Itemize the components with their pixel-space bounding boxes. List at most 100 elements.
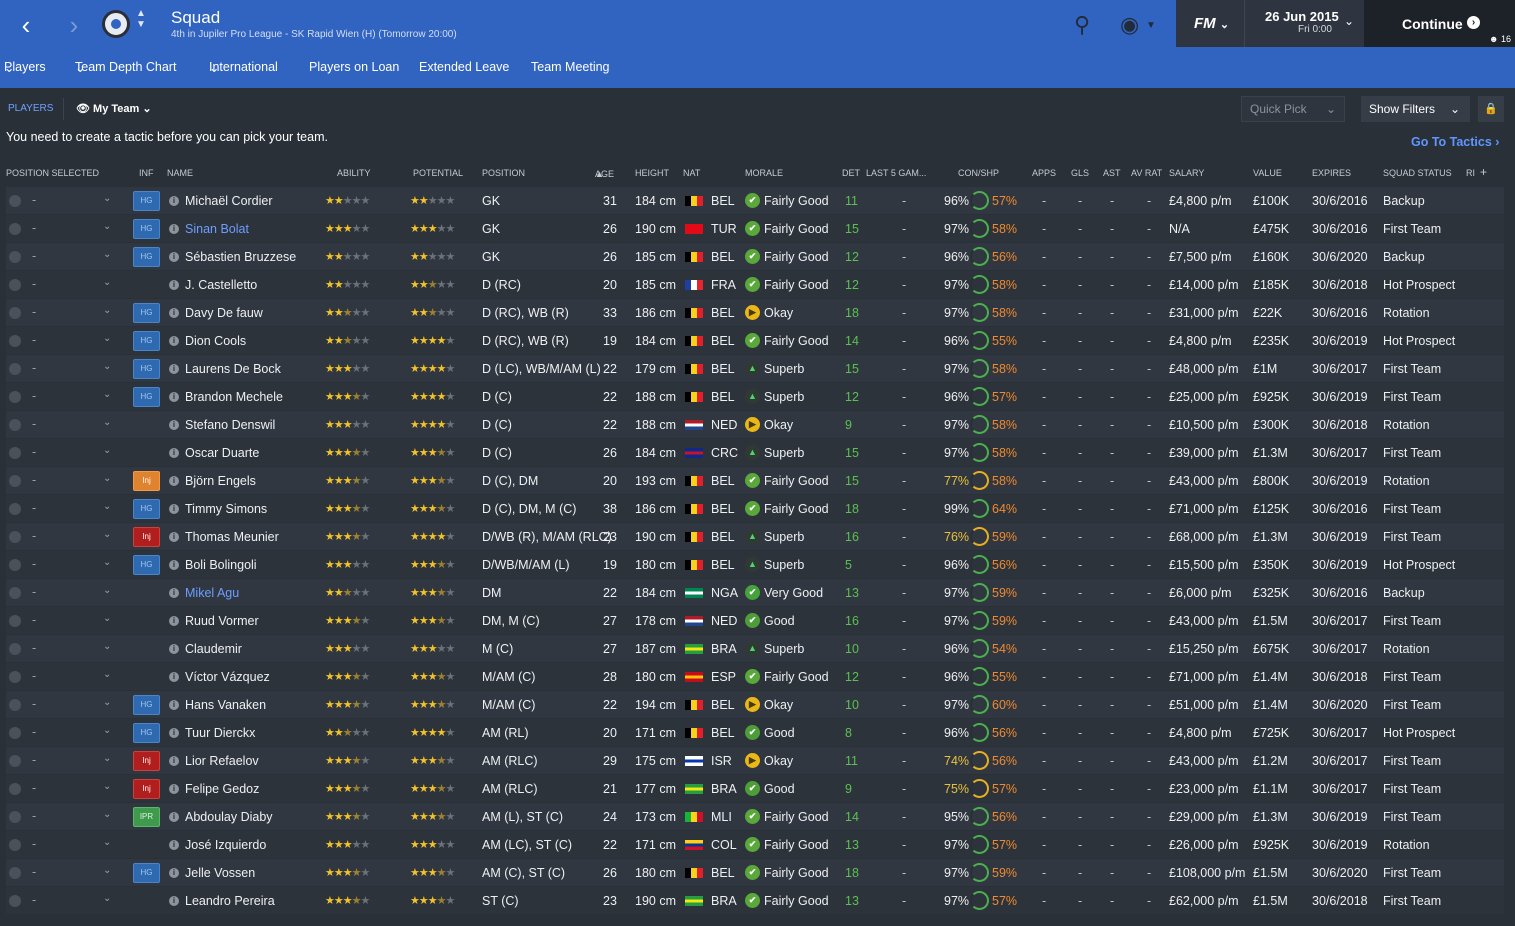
select-checkbox[interactable]	[9, 503, 21, 515]
col-position-selected[interactable]: POSITION SELECTED	[6, 168, 100, 178]
fm-menu-button[interactable]: FM ⌄	[1176, 0, 1244, 47]
info-icon[interactable]: i	[169, 644, 179, 654]
select-checkbox[interactable]	[9, 839, 21, 851]
table-row[interactable]: - ⌄ i J. Castelletto ★★★★★ ★★★★★ D (RC) 20 185 c…	[6, 271, 1504, 299]
col-last5[interactable]: LAST 5 GAM...	[866, 168, 927, 178]
col-nat[interactable]: NAT	[683, 168, 701, 178]
select-checkbox[interactable]	[9, 475, 21, 487]
subnav-extended-leave[interactable]: Extended Leave	[419, 60, 510, 74]
chevron-down-icon[interactable]: ⌄	[103, 389, 112, 400]
chevron-down-icon[interactable]: ⌄	[103, 417, 112, 428]
table-row[interactable]: - ⌄ i José Izquierdo ★★★★★ ★★★★★ AM (LC), ST (…	[6, 831, 1504, 859]
table-row[interactable]: - ⌄ i Claudemir ★★★★★ ★★★★★ M (C) 27 187 cm BRA ▲ S…	[6, 635, 1504, 663]
col-salary[interactable]: SALARY	[1169, 168, 1205, 178]
chevron-down-icon[interactable]: ⌄	[103, 445, 112, 456]
info-icon[interactable]: i	[169, 672, 179, 682]
col-gls[interactable]: GLS	[1071, 168, 1090, 178]
club-switch-icon[interactable]: ▲ ▼	[136, 8, 146, 30]
chevron-down-icon[interactable]: ⌄	[103, 305, 112, 316]
select-checkbox[interactable]	[9, 279, 21, 291]
chevron-down-icon[interactable]: ⌄	[103, 557, 112, 568]
col-ast[interactable]: AST	[1103, 168, 1121, 178]
chevron-down-icon[interactable]: ⌄	[103, 529, 112, 540]
table-row[interactable]: - ⌄ HG i Davy De fauw ★★★★★ ★★★★★ D (RC), WB (R…	[6, 299, 1504, 327]
info-icon[interactable]: i	[169, 840, 179, 850]
table-row[interactable]: - ⌄ Inj i Björn Engels ★★★★★ ★★★★★ D (C), DM 20 1…	[6, 467, 1504, 495]
table-row[interactable]: - ⌄ i Ruud Vormer ★★★★★ ★★★★★ DM, M (C) 27 178 c…	[6, 607, 1504, 635]
info-icon[interactable]: i	[169, 560, 179, 570]
chevron-down-icon[interactable]: ⌄	[103, 781, 112, 792]
info-icon[interactable]: i	[169, 420, 179, 430]
col-name[interactable]: NAME	[167, 168, 194, 178]
info-icon[interactable]: i	[169, 308, 179, 318]
club-crest-icon[interactable]	[102, 10, 130, 38]
table-row[interactable]: - ⌄ HG i Brandon Mechele ★★★★★ ★★★★★ D (C) 22 188…	[6, 383, 1504, 411]
chevron-down-icon[interactable]: ⌄	[103, 641, 112, 652]
select-checkbox[interactable]	[9, 391, 21, 403]
info-icon[interactable]: i	[169, 224, 179, 234]
col-det[interactable]: DET	[842, 168, 860, 178]
table-row[interactable]: - ⌄ Inj i Felipe Gedoz ★★★★★ ★★★★★ AM (RLC) 21 17…	[6, 775, 1504, 803]
chevron-down-icon[interactable]: ⌄	[103, 585, 112, 596]
select-checkbox[interactable]	[9, 195, 21, 207]
forward-arrow-icon[interactable]: ›	[69, 10, 79, 40]
chevron-down-icon[interactable]: ⌄	[103, 725, 112, 736]
chevron-down-icon[interactable]: ⌄	[103, 893, 112, 904]
select-checkbox[interactable]	[9, 363, 21, 375]
select-checkbox[interactable]	[9, 867, 21, 879]
table-row[interactable]: - ⌄ HG i Laurens De Bock ★★★★★ ★★★★★ D (LC), WB…	[6, 355, 1504, 383]
table-row[interactable]: - ⌄ Inj i Thomas Meunier ★★★★★ ★★★★★ D/WB (R), …	[6, 523, 1504, 551]
col-expires[interactable]: EXPIRES	[1312, 168, 1352, 178]
chevron-down-icon[interactable]: ⌄	[103, 669, 112, 680]
subnav-players[interactable]: Players ⌄	[4, 60, 46, 75]
subnav-players-on-loan[interactable]: Players on Loan	[309, 60, 400, 74]
subnav-team-depth-chart[interactable]: Team Depth Chart ⌄	[75, 60, 177, 75]
table-row[interactable]: - ⌄ i Víctor Vázquez ★★★★★ ★★★★★ M/AM (C) 28 180…	[6, 663, 1504, 691]
select-checkbox[interactable]	[9, 559, 21, 571]
table-row[interactable]: - ⌄ HG i Michaël Cordier ★★★★★ ★★★★★ GK 31 184 cm…	[6, 187, 1504, 215]
select-checkbox[interactable]	[9, 811, 21, 823]
table-row[interactable]: - ⌄ Inj i Lior Refaelov ★★★★★ ★★★★★ AM (RLC) 29 1…	[6, 747, 1504, 775]
col-ability[interactable]: ABILITY	[337, 168, 371, 178]
chevron-down-icon[interactable]: ⌄	[103, 865, 112, 876]
col-morale[interactable]: MORALE	[745, 168, 784, 178]
select-checkbox[interactable]	[9, 895, 21, 907]
select-checkbox[interactable]	[9, 615, 21, 627]
chevron-down-icon[interactable]: ⌄	[103, 613, 112, 624]
col-con-shp[interactable]: CON/SHP	[958, 168, 1000, 178]
select-checkbox[interactable]	[9, 419, 21, 431]
chevron-down-icon[interactable]: ⌄	[103, 501, 112, 512]
globe-icon[interactable]: ◉	[1120, 12, 1140, 37]
table-row[interactable]: - ⌄ HG i Boli Bolingoli ★★★★★ ★★★★★ D/WB/M/AM (…	[6, 551, 1504, 579]
tab-players[interactable]: PLAYERS	[0, 98, 64, 120]
chevron-down-icon[interactable]: ⌄	[103, 361, 112, 372]
col-position[interactable]: POSITION	[482, 168, 526, 178]
info-icon[interactable]: i	[169, 896, 179, 906]
table-row[interactable]: - ⌄ i Leandro Pereira ★★★★★ ★★★★★ ST (C) 23 190 …	[6, 887, 1504, 915]
info-icon[interactable]: i	[169, 812, 179, 822]
show-filters-button[interactable]: Show Filters ⌄	[1361, 96, 1470, 122]
select-checkbox[interactable]	[9, 727, 21, 739]
info-icon[interactable]: i	[169, 532, 179, 542]
col-height[interactable]: HEIGHT	[635, 168, 670, 178]
select-checkbox[interactable]	[9, 755, 21, 767]
select-checkbox[interactable]	[9, 223, 21, 235]
table-row[interactable]: - ⌄ HG i Sébastien Bruzzese ★★★★★ ★★★★★ GK 26 185…	[6, 243, 1504, 271]
select-checkbox[interactable]	[9, 335, 21, 347]
select-checkbox[interactable]	[9, 671, 21, 683]
info-icon[interactable]: i	[169, 868, 179, 878]
info-icon[interactable]: i	[169, 700, 179, 710]
table-row[interactable]: - ⌄ i Oscar Duarte ★★★★★ ★★★★★ D (C) 26 184 cm CR…	[6, 439, 1504, 467]
subnav-team-meeting[interactable]: Team Meeting	[531, 60, 610, 74]
col-apps[interactable]: APPS	[1032, 168, 1057, 178]
date-display[interactable]: 26 Jun 2015 Fri 0:00 ⌄	[1244, 0, 1364, 47]
chevron-down-icon[interactable]: ⌄	[103, 333, 112, 344]
table-row[interactable]: - ⌄ i Mikel Agu ★★★★★ ★★★★★ DM 22 184 cm NGA ✔ Very…	[6, 579, 1504, 607]
table-row[interactable]: - ⌄ HG i Dion Cools ★★★★★ ★★★★★ D (RC), WB (R) 1…	[6, 327, 1504, 355]
col-potential[interactable]: POTENTIAL	[413, 168, 464, 178]
table-row[interactable]: - ⌄ HG i Jelle Vossen ★★★★★ ★★★★★ AM (C), ST (C…	[6, 859, 1504, 887]
chevron-down-icon[interactable]: ⌄	[103, 697, 112, 708]
info-icon[interactable]: i	[169, 392, 179, 402]
info-icon[interactable]: i	[169, 476, 179, 486]
col-av-rat[interactable]: AV RAT	[1131, 168, 1163, 178]
